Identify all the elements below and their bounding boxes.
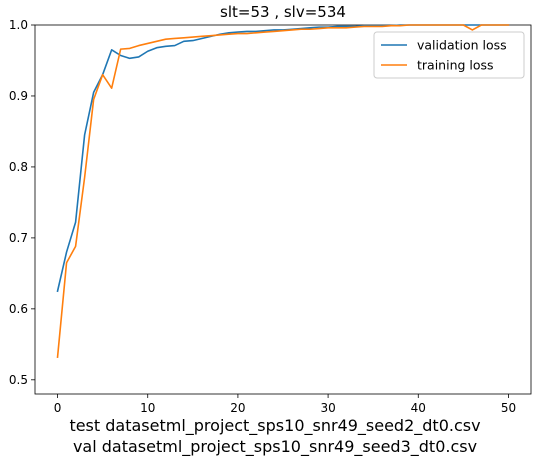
x-tick-label: 50: [501, 401, 516, 415]
x-axis-ticks: 0 10 20 30 40 50: [54, 394, 516, 415]
x-tick-label: 20: [230, 401, 245, 415]
plot-area: [34, 24, 532, 395]
y-tick-label: 0.6: [9, 302, 28, 316]
series-line-training: [56, 24, 510, 358]
x-tick-label: 30: [320, 401, 335, 415]
y-tick-label: 1.0: [9, 18, 28, 32]
caption-line-1: test datasetml_project_sps10_snr49_seed2…: [69, 416, 480, 436]
x-tick-label: 10: [140, 401, 155, 415]
caption-line-2: val datasetml_project_sps10_snr49_seed3_…: [73, 437, 477, 457]
chart-title: slt=53 , slv=534: [220, 3, 346, 21]
legend-label: training loss: [417, 58, 494, 73]
y-tick-label: 0.8: [9, 160, 28, 174]
legend-label: validation loss: [417, 38, 507, 53]
legend: validation loss training loss: [373, 31, 525, 79]
legend-box: [373, 31, 525, 79]
y-tick-label: 0.9: [9, 89, 28, 103]
y-axis-ticks: 0.5 0.6 0.7 0.8 0.9 1.0: [9, 18, 35, 387]
x-tick-label: 40: [411, 401, 426, 415]
series-layer: [56, 24, 510, 358]
y-tick-label: 0.5: [9, 373, 28, 387]
y-tick-label: 0.7: [9, 231, 28, 245]
x-tick-label: 0: [54, 401, 62, 415]
